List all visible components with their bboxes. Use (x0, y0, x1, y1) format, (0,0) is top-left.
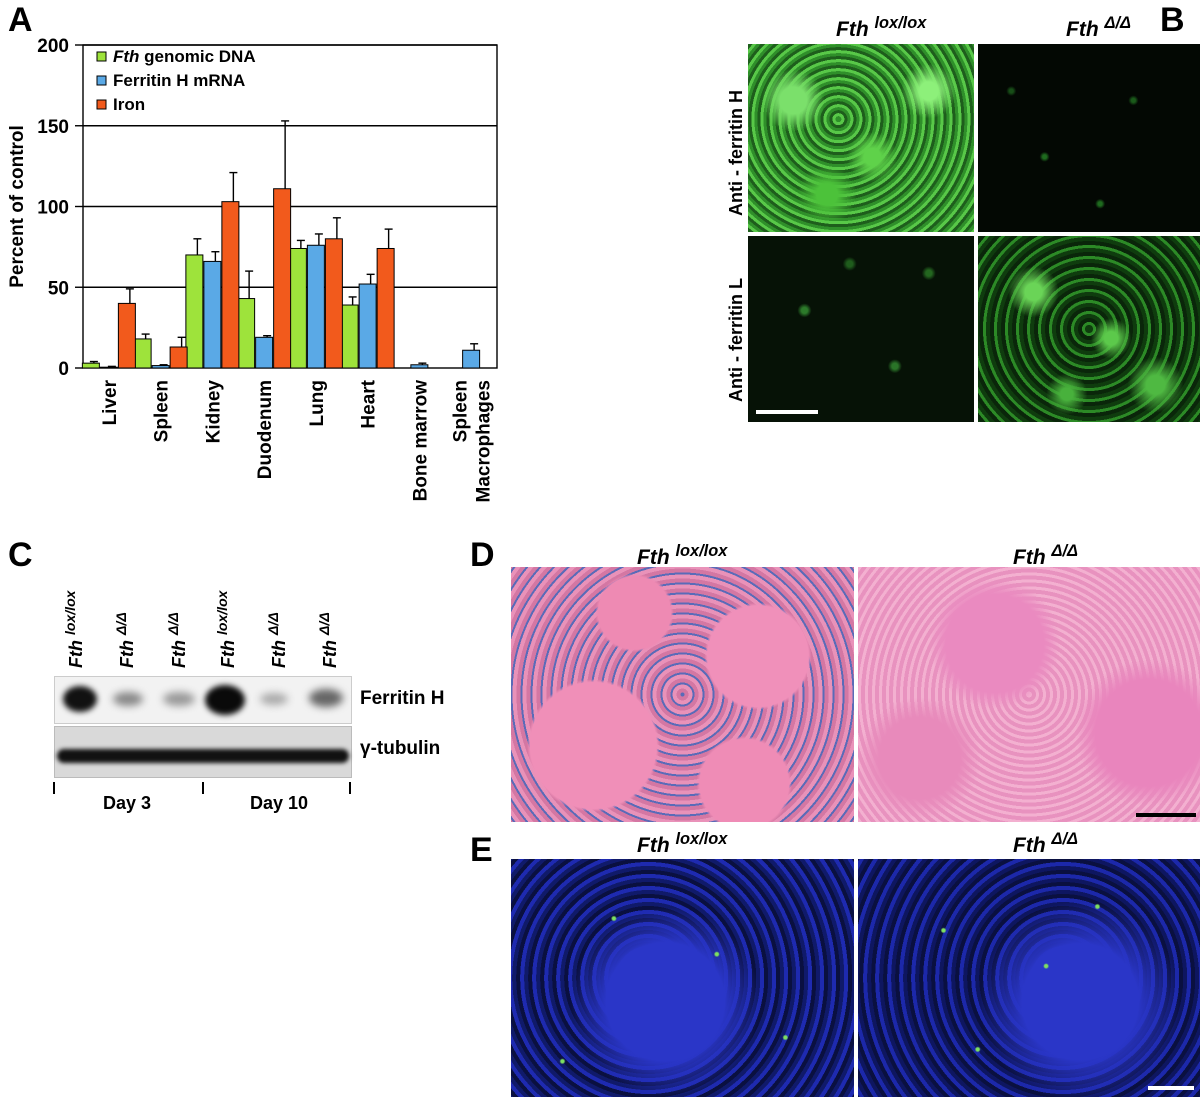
bar (306, 244, 325, 369)
band (260, 693, 288, 705)
panel-d-col-header-del: Fth Δ/Δ (1013, 542, 1079, 569)
band (205, 685, 245, 715)
if-ferritin-l-del (978, 236, 1200, 422)
band (57, 749, 349, 763)
x-tick-label: Spleen (152, 380, 173, 442)
legend-swatch (96, 51, 107, 62)
y-tick-label: 0 (58, 359, 69, 380)
bar (273, 188, 292, 369)
bar (237, 298, 256, 369)
blot-lane-label: Fth lox/lox (62, 590, 86, 668)
y-tick-label: 50 (48, 278, 69, 299)
blot-lane-label: Fth Δ/Δ (265, 612, 289, 668)
y-tick-label: 100 (37, 198, 69, 219)
bar (324, 238, 343, 369)
x-tick-label: Bone marrow (410, 380, 431, 502)
if-ferritin-h-flox (748, 44, 974, 232)
scale-bar (1148, 1086, 1194, 1090)
bar (358, 283, 377, 369)
histology-prussian-blue-flox (511, 567, 854, 822)
panel-b-col-header-del: Fth Δ/Δ (1066, 14, 1132, 41)
legend-swatch (96, 99, 107, 110)
y-tick-label: 150 (37, 117, 69, 138)
x-tick-label: Liver (100, 379, 121, 425)
bar (151, 365, 170, 369)
x-tick-label: Duodenum (255, 380, 276, 479)
blot-lane-label: Fth lox/lox (214, 590, 238, 668)
bar (117, 302, 136, 369)
if-macrophage-del (858, 859, 1200, 1097)
bar (185, 254, 204, 369)
scale-bar (756, 410, 818, 414)
panel-e-col-header-del: Fth Δ/Δ (1013, 830, 1079, 857)
panel-b-col-header-flox: Fth lox/lox (836, 14, 927, 41)
x-tick-label: Spleen (451, 380, 472, 442)
panel-label-a: A (8, 1, 33, 39)
y-tick-label: 200 (37, 36, 69, 57)
panel-label-d: D (470, 536, 495, 574)
bar (221, 201, 240, 369)
bar (203, 260, 222, 369)
x-tick-label: Macrophages (474, 380, 495, 502)
histology-prussian-blue-del (858, 567, 1200, 822)
legend-label: Ferritin H mRNA (113, 71, 245, 90)
blot-group-day10: Day 10 (250, 793, 309, 813)
band (163, 692, 195, 706)
band (63, 686, 97, 712)
blot-label-ferritin-h: Ferritin H (360, 688, 445, 709)
legend-label: Iron (113, 95, 145, 114)
panel-d-col-header-flox: Fth lox/lox (637, 542, 728, 569)
bar (255, 336, 274, 369)
bar-chart: 0 50 100 150 200 Percent of control Liver Splee… (7, 36, 498, 502)
legend-swatch (96, 75, 107, 86)
blot-lane-label: Fth Δ/Δ (316, 612, 340, 668)
panel-label-e: E (470, 831, 493, 869)
blot-gamma-tubulin (54, 726, 352, 778)
bar (99, 366, 118, 369)
blot-group-brackets (53, 782, 351, 794)
x-tick-label: Heart (359, 379, 380, 428)
panel-label-b: B (1160, 1, 1185, 39)
blot-group-day3: Day 3 (103, 793, 152, 813)
panel-label-c: C (8, 536, 33, 574)
if-macrophage-flox (511, 859, 854, 1097)
y-axis-label: Percent of control (7, 125, 28, 288)
band (113, 692, 143, 706)
panel-b-row-label-h: Anti - ferritin H (726, 90, 746, 216)
bar (340, 304, 359, 369)
bar (133, 338, 152, 369)
bar (81, 362, 100, 369)
if-ferritin-h-del (978, 44, 1200, 232)
bar (462, 349, 481, 369)
x-tick-label: Lung (307, 380, 328, 426)
x-tick-label: Kidney (203, 380, 224, 444)
panel-e-col-header-flox: Fth lox/lox (637, 830, 728, 857)
blot-ferritin-h (54, 676, 352, 724)
bar (288, 247, 307, 369)
panel-b-row-label-l: Anti - ferritin L (726, 278, 746, 402)
bar (410, 364, 429, 369)
if-ferritin-l-flox (748, 236, 974, 422)
bar (169, 346, 188, 369)
bar (376, 247, 395, 369)
blot-lane-label: Fth Δ/Δ (165, 612, 189, 668)
legend-label: Fth genomic DNA (113, 47, 256, 66)
scale-bar (1136, 813, 1196, 817)
blot-lane-label: Fth Δ/Δ (113, 612, 137, 668)
band (309, 689, 343, 707)
blot-label-gamma-tubulin: γ-tubulin (360, 738, 441, 759)
